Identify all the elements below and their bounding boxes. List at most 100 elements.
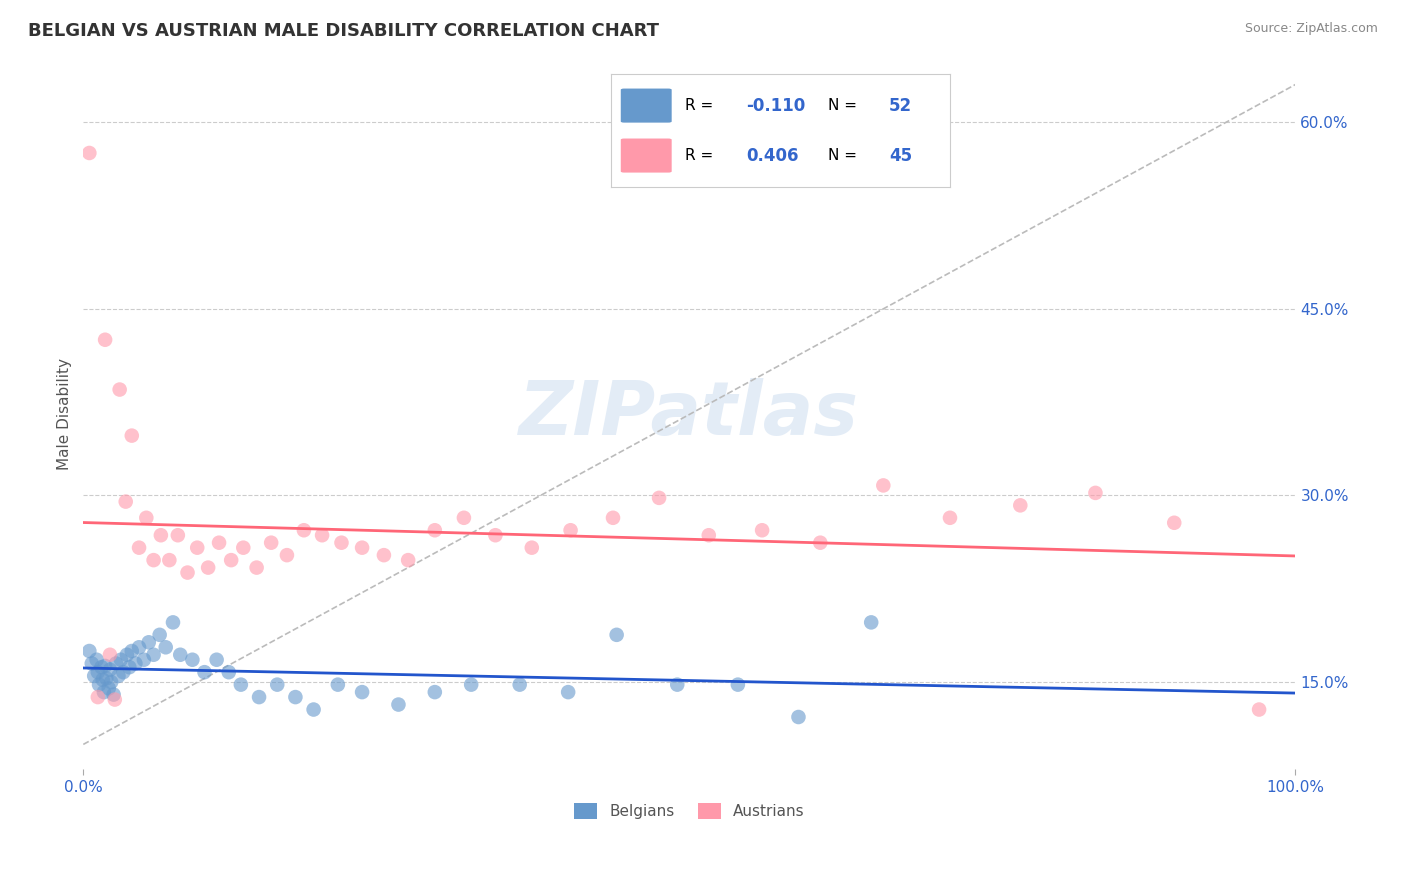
Text: ZIPatlas: ZIPatlas [519, 378, 859, 451]
Point [142, 648, 165, 662]
Point [509, 678, 531, 692]
Point [352, 685, 374, 699]
Point [232, 541, 254, 555]
Point [1084, 486, 1107, 500]
Point [166, 528, 188, 542]
Point [218, 665, 240, 680]
Point [666, 678, 689, 692]
Point [266, 678, 288, 692]
Point [606, 628, 628, 642]
Point [94, 333, 117, 347]
Point [86, 653, 108, 667]
Point [423, 685, 446, 699]
Point [104, 692, 127, 706]
Point [648, 491, 671, 505]
Point [98, 648, 121, 662]
Point [387, 698, 409, 712]
Point [98, 663, 121, 677]
Point [135, 510, 157, 524]
Point [751, 523, 773, 537]
Point [91, 673, 114, 687]
Point [292, 523, 315, 537]
Point [96, 672, 118, 686]
Point [326, 678, 349, 692]
Point [520, 541, 543, 555]
Point [80, 657, 103, 671]
Y-axis label: Male Disability: Male Disability [58, 359, 72, 470]
Point [87, 690, 110, 704]
Point [132, 653, 155, 667]
Point [121, 644, 143, 658]
Point [284, 690, 307, 704]
Point [149, 528, 172, 542]
Point [396, 553, 419, 567]
Point [557, 685, 579, 699]
Point [860, 615, 883, 630]
Point [808, 535, 831, 549]
Point [169, 648, 191, 662]
Point [142, 553, 165, 567]
Legend: Belgians, Austrians: Belgians, Austrians [568, 797, 810, 825]
Point [107, 669, 129, 683]
Point [311, 528, 333, 542]
Point [229, 678, 252, 692]
Point [352, 541, 374, 555]
Point [128, 541, 150, 555]
Point [108, 383, 131, 397]
Point [79, 644, 101, 658]
Point [939, 510, 962, 524]
Point [118, 660, 141, 674]
Point [1249, 702, 1271, 716]
Point [83, 669, 105, 683]
Point [103, 688, 125, 702]
Point [90, 660, 112, 674]
Point [149, 628, 172, 642]
Point [115, 648, 138, 662]
Point [93, 685, 115, 699]
Point [193, 665, 215, 680]
Point [872, 478, 894, 492]
Point [219, 553, 242, 567]
Point [423, 523, 446, 537]
Point [697, 528, 720, 542]
Point [97, 681, 120, 696]
Point [246, 560, 269, 574]
Point [330, 535, 353, 549]
Point [302, 702, 325, 716]
Point [157, 553, 180, 567]
Point [453, 510, 475, 524]
Point [602, 510, 624, 524]
Point [87, 678, 110, 692]
Point [205, 653, 228, 667]
Point [484, 528, 506, 542]
Point [138, 635, 160, 649]
Point [128, 640, 150, 655]
Point [727, 678, 749, 692]
Point [100, 675, 122, 690]
Point [787, 710, 810, 724]
Text: BELGIAN VS AUSTRIAN MALE DISABILITY CORRELATION CHART: BELGIAN VS AUSTRIAN MALE DISABILITY CORR… [28, 22, 659, 40]
Point [1163, 516, 1185, 530]
Text: Source: ZipAtlas.com: Source: ZipAtlas.com [1244, 22, 1378, 36]
Point [197, 560, 219, 574]
Point [105, 657, 128, 671]
Point [87, 665, 110, 680]
Point [1010, 499, 1032, 513]
Point [260, 535, 283, 549]
Point [276, 548, 298, 562]
Point [162, 615, 184, 630]
Point [186, 541, 208, 555]
Point [112, 665, 135, 680]
Point [247, 690, 270, 704]
Point [114, 494, 136, 508]
Point [94, 659, 117, 673]
Point [110, 653, 132, 667]
Point [176, 566, 198, 580]
Point [208, 535, 231, 549]
Point [373, 548, 395, 562]
Point [181, 653, 204, 667]
Point [460, 678, 482, 692]
Point [124, 657, 146, 671]
Point [560, 523, 582, 537]
Point [79, 146, 101, 161]
